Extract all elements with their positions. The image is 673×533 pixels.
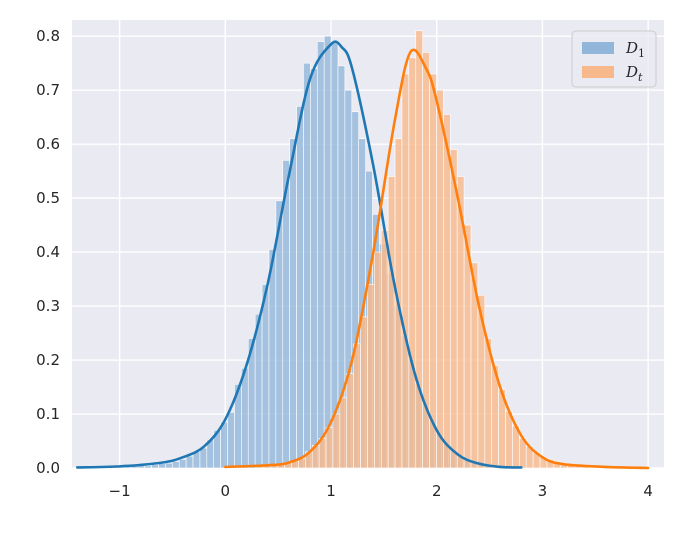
histogram-bar (199, 447, 208, 469)
histogram-bar (332, 413, 341, 469)
y-tick-label: 0.8 (36, 27, 60, 45)
histogram-bar (443, 114, 451, 469)
histogram-bar (346, 373, 354, 469)
histogram-bar (310, 68, 318, 469)
y-tick-label: 0.1 (36, 405, 60, 423)
x-tick-label: 2 (432, 482, 442, 500)
histogram-bar (261, 284, 270, 469)
histogram-series-2 (256, 30, 589, 469)
histogram-bar (374, 251, 382, 469)
kde-curve-2 (223, 48, 650, 470)
y-tick-label: 0.2 (36, 351, 60, 369)
histogram-bar (185, 455, 194, 469)
histogram-bar (227, 412, 235, 469)
x-tick-label: 1 (326, 482, 336, 500)
histogram-bar (360, 316, 368, 469)
legend: D1 Dt (571, 30, 657, 88)
histogram-bar (415, 30, 423, 469)
histogram-bar (429, 73, 437, 469)
histogram-bar (387, 176, 396, 469)
histogram-bar (401, 73, 410, 469)
x-tick-label: 3 (538, 482, 548, 500)
legend-label: Dt (625, 63, 643, 84)
x-tick-label: 4 (643, 482, 653, 500)
histogram-bar (241, 367, 249, 469)
histogram-bar (303, 62, 311, 469)
histogram-bar (254, 313, 263, 469)
histogram-bar (144, 465, 152, 469)
histogram-bar (380, 230, 389, 469)
histogram-bar (316, 41, 325, 469)
x-axis-ticks: −1 0 1 2 3 4 (109, 482, 653, 500)
legend-item-1: D1 (582, 39, 645, 60)
histogram-bar (436, 89, 444, 469)
histogram-bar (367, 284, 375, 469)
histogram-bar (192, 451, 201, 469)
x-tick-label: −1 (109, 482, 131, 500)
histogram-bar (318, 438, 327, 469)
y-tick-label: 0.6 (36, 135, 60, 153)
histogram-bar (339, 397, 348, 469)
histogram-bar (505, 411, 513, 469)
histogram-bar (165, 462, 173, 469)
histogram-bar (172, 461, 180, 469)
histogram-bar (151, 464, 159, 469)
kde-curves (75, 40, 650, 470)
histogram-bar (449, 149, 458, 469)
x-tick-label: 0 (221, 482, 231, 500)
histogram-bar (268, 249, 277, 469)
kde-curve-1 (75, 40, 523, 469)
histogram-bar (325, 427, 334, 469)
histogram-bars (82, 30, 589, 469)
legend-swatch (582, 42, 614, 54)
y-axis-ticks: 0.0 0.1 0.2 0.3 0.4 0.5 0.6 0.7 0.8 (36, 27, 60, 477)
legend-swatch (582, 66, 614, 78)
y-tick-label: 0.4 (36, 243, 60, 261)
histogram-bar (220, 421, 228, 469)
histogram-bar (353, 343, 361, 469)
histogram-bar (330, 41, 339, 469)
legend-label: D1 (625, 39, 645, 60)
histogram-bar (296, 106, 304, 469)
y-tick-label: 0.3 (36, 297, 60, 315)
histogram-bar (178, 459, 187, 469)
histogram-bar (323, 35, 332, 469)
y-tick-label: 0.5 (36, 189, 60, 207)
histogram-bar (289, 138, 297, 469)
legend-item-2: Dt (582, 63, 643, 84)
y-tick-label: 0.7 (36, 81, 60, 99)
y-tick-label: 0.0 (36, 459, 60, 477)
histogram-bar (158, 463, 166, 469)
histogram-bar (408, 57, 417, 469)
